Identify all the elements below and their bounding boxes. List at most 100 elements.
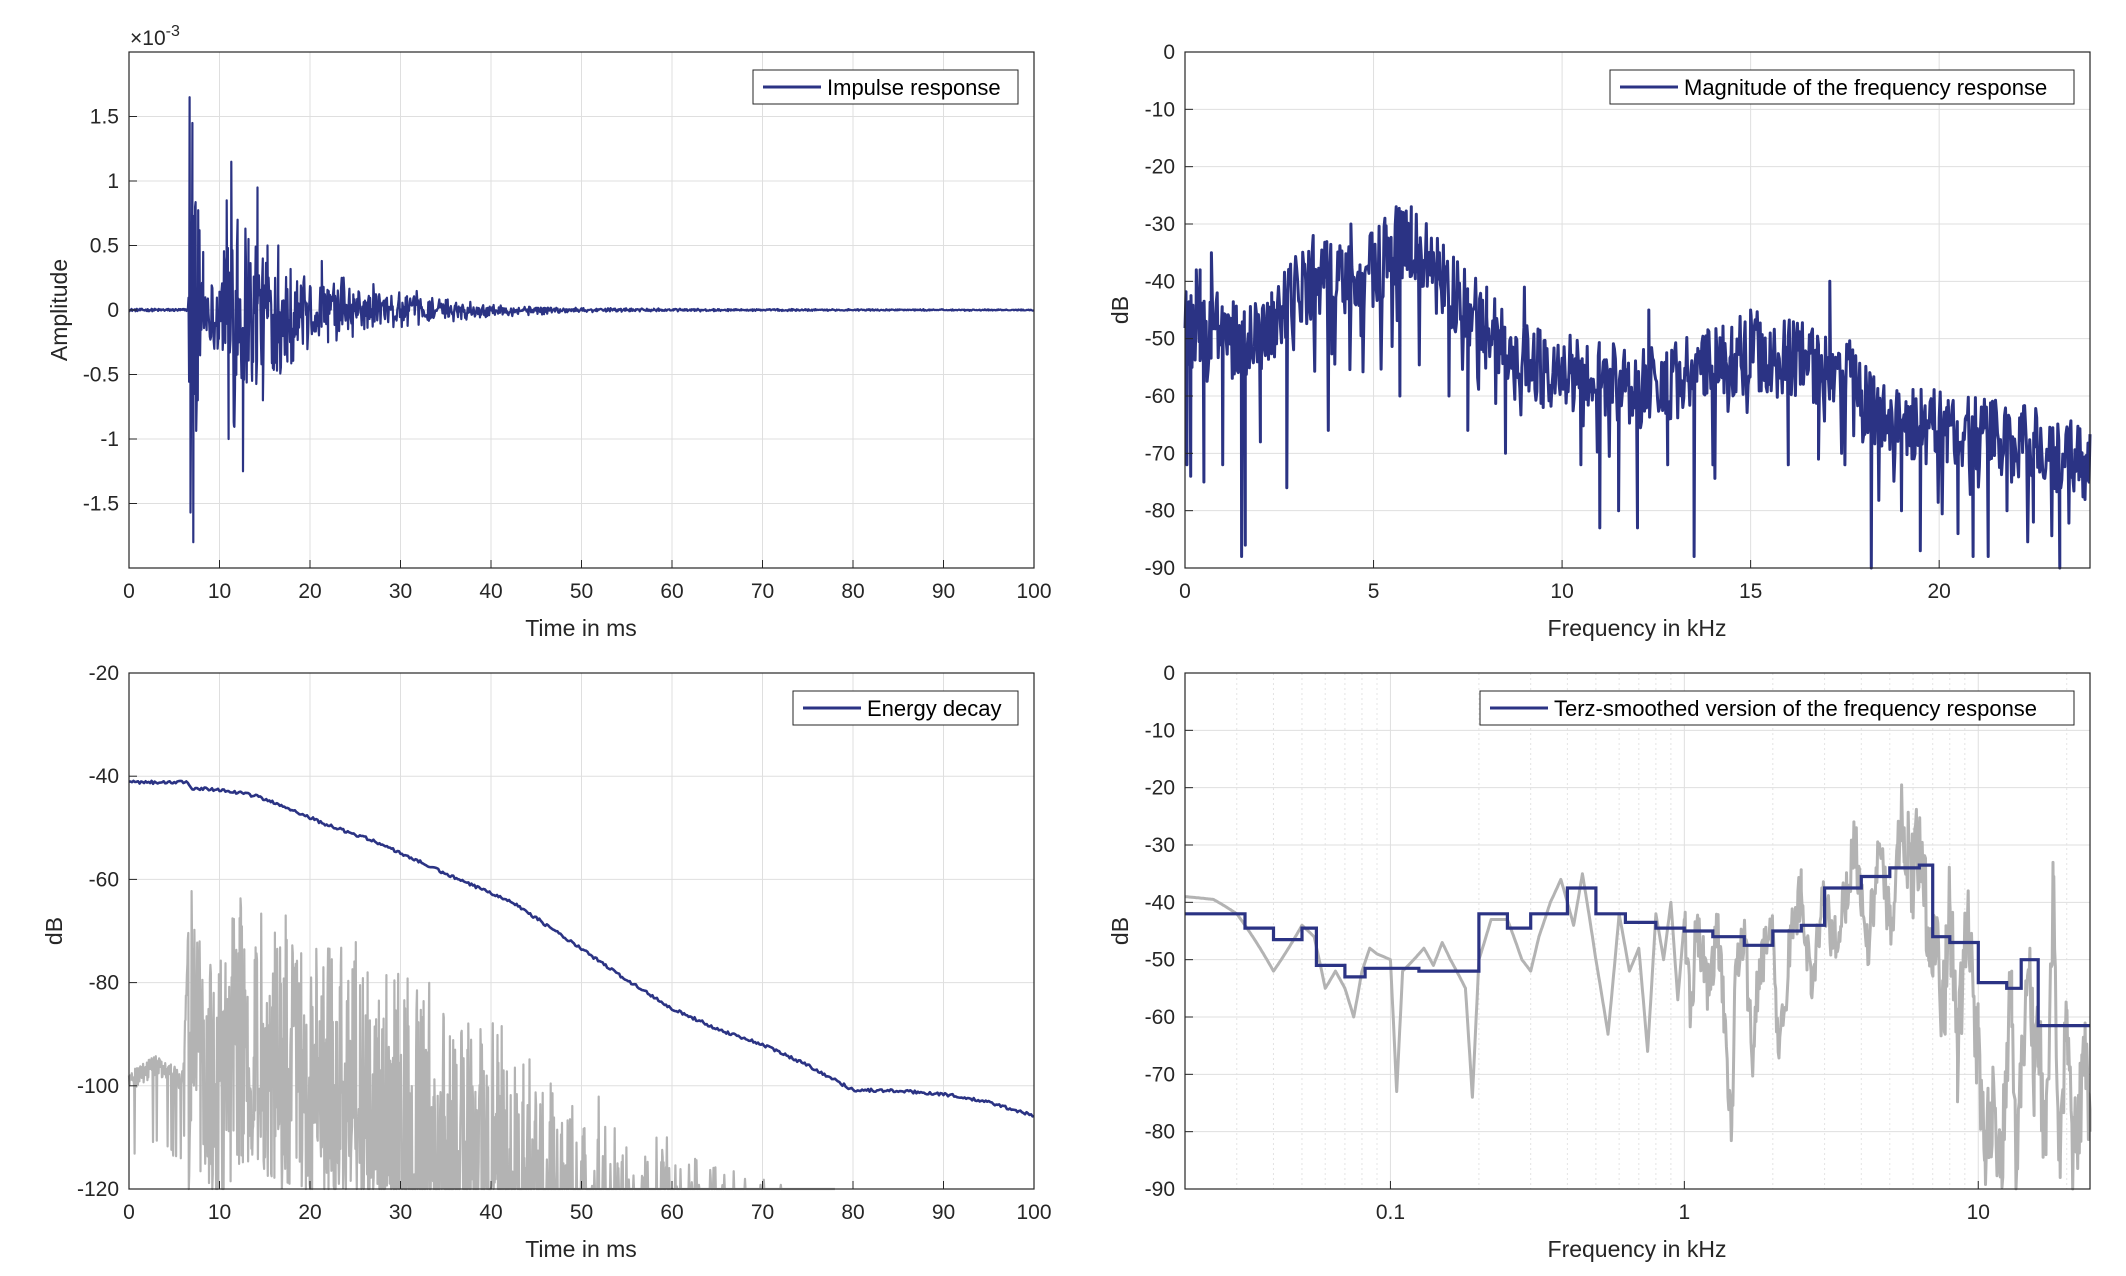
- legend: Terz-smoothed version of the frequency r…: [1479, 690, 2075, 726]
- y-tick-label: -40: [1145, 270, 1175, 293]
- y-tick-label: -70: [1145, 1063, 1175, 1086]
- tick-labels: 0 5 10 15 20 0 -10 -20 -30 -40 -50 -60 -70 -80 -90: [1145, 41, 1951, 603]
- series-line-terz-smoothed: [1185, 863, 2090, 1028]
- y-tick-label: 0: [1163, 662, 1175, 685]
- x-tick-label: 80: [841, 580, 864, 603]
- panel-magnitude-frequency-response: 0 5 10 15 20 0 -10 -20 -30 -40 -50 -60 -70 -80 -90 Fre…: [1107, 41, 2092, 641]
- x-axis-label: Time in ms: [525, 615, 637, 641]
- x-tick-label: 30: [389, 1201, 412, 1224]
- axes-frame: [1184, 51, 2091, 569]
- y-tick-label: -30: [1145, 213, 1175, 236]
- y-tick-label: 0.5: [90, 235, 119, 258]
- y-tick-label: -20: [89, 662, 119, 685]
- legend-label-impulse-response: Impulse response: [827, 75, 1001, 100]
- legend: Energy decay: [792, 690, 1019, 726]
- x-tick-label: 60: [660, 1201, 683, 1224]
- y-tick-label: 1: [107, 170, 119, 193]
- x-tick-label: 40: [479, 1201, 502, 1224]
- y-axis-label: dB: [1107, 917, 1133, 945]
- y-tick-label: -40: [1145, 891, 1175, 914]
- x-tick-label: 100: [1016, 1201, 1051, 1224]
- y-tick-label: -90: [1145, 557, 1175, 580]
- y-tick-label: -1: [100, 428, 119, 451]
- y-tick-label: 0: [107, 299, 119, 322]
- x-tick-label: 60: [660, 580, 683, 603]
- y-tick-label: -50: [1145, 328, 1175, 351]
- x-tick-label: 90: [932, 580, 955, 603]
- x-tick-label: 5: [1368, 580, 1380, 603]
- x-tick-label: 20: [298, 580, 321, 603]
- y-axis-label: Amplitude: [46, 259, 72, 361]
- y-tick-label: -60: [1145, 385, 1175, 408]
- y-tick-label: -60: [1145, 1006, 1175, 1029]
- y-tick-label: -10: [1145, 98, 1175, 121]
- y-tick-label: 1.5: [90, 106, 119, 129]
- y-axis-label: dB: [1107, 296, 1133, 324]
- x-tick-label: 100: [1016, 580, 1051, 603]
- legend: Impulse response: [752, 69, 1019, 105]
- y-tick-label: -50: [1145, 949, 1175, 972]
- x-tick-label: 10: [1550, 580, 1573, 603]
- y-tick-label: -70: [1145, 442, 1175, 465]
- y-tick-label: -80: [1145, 500, 1175, 523]
- x-tick-label: 10: [208, 1201, 231, 1224]
- y-tick-label: 0: [1163, 41, 1175, 64]
- y-tick-label: -1.5: [83, 493, 119, 516]
- y-tick-label: -60: [89, 868, 119, 891]
- x-tick-label: 20: [1927, 580, 1950, 603]
- legend-label-magnitude: Magnitude of the frequency response: [1684, 75, 2047, 100]
- x-axis-label: Time in ms: [525, 1236, 637, 1262]
- panel-energy-decay: 0 10 20 30 40 50 60 70 80 90 100 -20 -40 -60 -80 -100 -1…: [41, 662, 1052, 1262]
- tick-labels: 0 10 20 30 40 50 60 70 80 90 100 1.5 1 0.5 0 -0.5 -1 -1.5: [83, 106, 1052, 604]
- x-tick-label: 0: [123, 1201, 135, 1224]
- legend: Magnitude of the frequency response: [1609, 69, 2075, 105]
- x-tick-label: 0: [123, 580, 135, 603]
- y-tick-label: -40: [89, 765, 119, 788]
- x-axis-label: Frequency in kHz: [1548, 1236, 1727, 1262]
- x-tick-label: 70: [751, 580, 774, 603]
- legend-box: [1479, 690, 2075, 726]
- x-tick-label: 30: [389, 580, 412, 603]
- x-tick-label: 50: [570, 1201, 593, 1224]
- exponent-power: -3: [166, 23, 180, 40]
- series-line-magnitude: [1183, 205, 2092, 570]
- y-tick-label: -100: [77, 1075, 119, 1098]
- legend-label-terz-smoothed: Terz-smoothed version of the frequency r…: [1554, 696, 2037, 721]
- y-tick-label: -0.5: [83, 364, 119, 387]
- series-line-impulse-response: [128, 96, 1035, 544]
- tick-labels: 0 10 20 30 40 50 60 70 80 90 100 -20 -40 -60 -80 -100 -1…: [77, 662, 1052, 1224]
- y-tick-label: -30: [1145, 834, 1175, 857]
- series-line-raw-response: [1184, 783, 2092, 1191]
- y-tick-label: -10: [1145, 719, 1175, 742]
- x-tick-label: 40: [479, 580, 502, 603]
- y-tick-label: -120: [77, 1178, 119, 1201]
- exponent-base: ×10: [130, 27, 166, 50]
- y-exponent-label: ×10-3: [130, 23, 180, 50]
- x-axis-label: Frequency in kHz: [1548, 615, 1727, 641]
- tick-labels: 0.1 1 10 0 -10 -20 -30 -40 -50 -60 -70 -80 -90: [1145, 662, 1990, 1224]
- y-tick-label: -20: [1145, 777, 1175, 800]
- y-tick-label: -20: [1145, 156, 1175, 179]
- x-tick-label: 90: [932, 1201, 955, 1224]
- x-tick-label: 0.1: [1376, 1201, 1405, 1224]
- x-tick-label: 15: [1739, 580, 1762, 603]
- x-tick-label: 0: [1179, 580, 1191, 603]
- x-tick-label: 70: [751, 1201, 774, 1224]
- legend-box: [1609, 69, 2075, 105]
- x-tick-label: 80: [841, 1201, 864, 1224]
- y-tick-label: -90: [1145, 1178, 1175, 1201]
- x-tick-label: 10: [1967, 1201, 1990, 1224]
- panel-impulse-response: 0 10 20 30 40 50 60 70 80 90 100 1.5 1 0.5 0 -0.5 -1 -1.5…: [46, 23, 1052, 641]
- y-tick-label: -80: [89, 972, 119, 995]
- series-line-energy-envelope: [127, 890, 836, 1191]
- series-line-energy-decay: [129, 779, 1035, 1118]
- x-tick-label: 1: [1678, 1201, 1690, 1224]
- x-tick-label: 10: [208, 580, 231, 603]
- x-tick-label: 20: [298, 1201, 321, 1224]
- axes-frame: [1184, 672, 2091, 1190]
- panel-terz-smoothed-response: 0.1 1 10 0 -10 -20 -30 -40 -50 -60 -70 -80 -90 Frequ…: [1107, 662, 2092, 1262]
- y-tick-label: -80: [1145, 1121, 1175, 1144]
- y-axis-label: dB: [41, 917, 67, 945]
- x-tick-label: 50: [570, 580, 593, 603]
